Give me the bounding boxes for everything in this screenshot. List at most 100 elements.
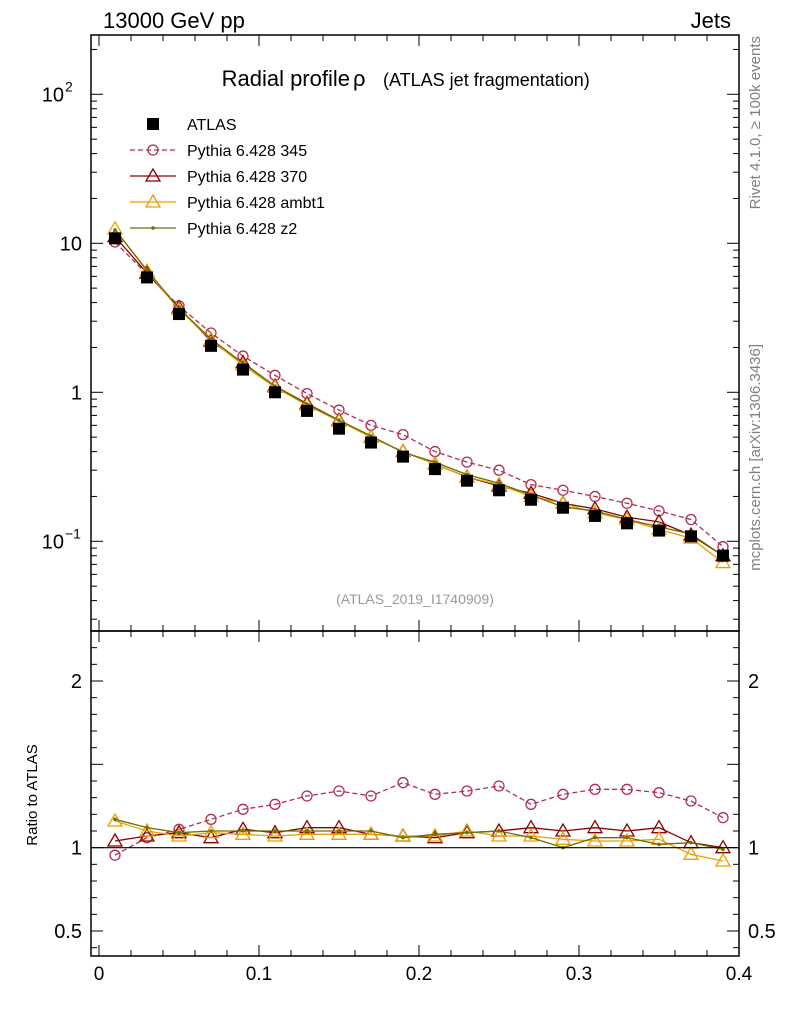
legend-label-pythia-6-428-z2: Pythia 6.428 z2 xyxy=(187,221,297,238)
ratio-point-pythia-6-428-345 xyxy=(653,787,665,799)
y-tick-label: 10 xyxy=(42,84,64,106)
chart-subtitle: (ATLAS jet fragmentation) xyxy=(383,70,590,90)
ratio-y-tick-label: 0.5 xyxy=(54,921,82,943)
ratio-point-pythia-6-428-345 xyxy=(205,813,217,825)
ratio-point-pythia-6-428-z2 xyxy=(145,825,149,830)
ratio-point-pythia-6-428-ambt1 xyxy=(266,827,284,842)
analysis-watermark: (ATLAS_2019_I1740909) xyxy=(336,591,494,607)
ratio-point-pythia-6-428-ambt1 xyxy=(234,826,252,840)
ratio-plot-marks xyxy=(106,777,732,867)
ratio-point-pythia-6-428-345 xyxy=(301,790,313,802)
ratio-point-pythia-6-428-345 xyxy=(269,798,281,810)
ratio-line-pythia-6-428-370 xyxy=(114,827,724,849)
data-point-atlas xyxy=(429,463,441,476)
legend-marker-atlas xyxy=(147,118,159,130)
ratio-y-axis-label: Ratio to ATLAS xyxy=(24,744,41,845)
data-point-pythia-6-428-345 xyxy=(493,464,505,476)
data-point-atlas xyxy=(269,386,281,399)
ratio-point-pythia-6-428-370 xyxy=(650,819,668,834)
data-point-pythia-6-428-z2 xyxy=(497,481,501,486)
ratio-point-pythia-6-428-ambt1 xyxy=(458,822,476,837)
ratio-point-pythia-6-428-370 xyxy=(586,819,604,834)
ratio-point-pythia-6-428-345 xyxy=(461,785,473,797)
data-point-pythia-6-428-345 xyxy=(365,419,377,431)
ratio-point-pythia-6-428-ambt1 xyxy=(682,846,700,860)
ratio-point-pythia-6-428-345 xyxy=(589,783,601,795)
ratio-y-tick-label-right: 2 xyxy=(748,671,759,693)
ratio-point-pythia-6-428-z2 xyxy=(401,835,405,840)
ratio-point-pythia-6-428-ambt1 xyxy=(714,852,732,867)
header-right: Jets xyxy=(691,8,731,33)
ratio-point-pythia-6-428-z2 xyxy=(369,829,373,833)
ratio-line-pythia-6-428-z2 xyxy=(114,818,724,850)
ratio-point-pythia-6-428-345 xyxy=(685,795,697,807)
chart-title: Radial profile xyxy=(222,66,350,91)
x-tick-label: 0.4 xyxy=(726,964,753,985)
data-point-atlas xyxy=(109,232,121,245)
series-line-pythia-6-428-345 xyxy=(114,241,724,548)
ratio-point-pythia-6-428-ambt1 xyxy=(298,826,316,840)
ratio-point-pythia-6-428-370 xyxy=(426,829,444,844)
mcplots-credit-label: mcplots.cern.ch [arXiv:1306.3436] xyxy=(747,344,764,571)
y-tick-label: 10 xyxy=(42,531,64,553)
ratio-point-pythia-6-428-z2 xyxy=(721,847,725,852)
ratio-point-pythia-6-428-ambt1 xyxy=(362,826,380,840)
ratio-point-pythia-6-428-ambt1 xyxy=(490,827,508,842)
data-point-pythia-6-428-345 xyxy=(237,350,249,362)
data-point-atlas xyxy=(493,484,505,497)
ratio-point-pythia-6-428-345 xyxy=(557,788,569,800)
legend-marker-pythia-6-428-345 xyxy=(147,144,159,156)
header-left: 13000 GeV pp xyxy=(103,8,245,33)
legend-label-pythia-6-428-345: Pythia 6.428 345 xyxy=(187,143,307,160)
chart-title-symbol: ρ xyxy=(353,66,366,91)
ratio-point-pythia-6-428-z2 xyxy=(305,829,309,833)
ratio-point-pythia-6-428-ambt1 xyxy=(170,827,188,842)
data-point-atlas xyxy=(365,436,377,449)
ratio-point-pythia-6-428-345 xyxy=(109,849,121,861)
data-point-pythia-6-428-345 xyxy=(621,497,633,509)
data-point-pythia-6-428-345 xyxy=(397,428,409,441)
ratio-point-pythia-6-428-345 xyxy=(621,783,633,795)
legend-marker-pythia-6-428-370 xyxy=(144,167,162,182)
ratio-point-pythia-6-428-z2 xyxy=(177,830,181,835)
ratio-point-pythia-6-428-345 xyxy=(365,790,377,802)
main-plot-marks xyxy=(106,220,732,569)
y-tick-exponent: 2 xyxy=(65,78,73,94)
ratio-point-pythia-6-428-z2 xyxy=(657,842,661,847)
series-line-pythia-6-428-z2 xyxy=(114,229,724,557)
ratio-point-pythia-6-428-z2 xyxy=(113,817,117,822)
ratio-point-pythia-6-428-345 xyxy=(717,812,729,824)
data-point-atlas xyxy=(237,363,249,376)
ratio-plot-frame xyxy=(90,630,740,957)
series-line-pythia-6-428-370 xyxy=(114,236,724,557)
data-point-pythia-6-428-z2 xyxy=(145,268,149,272)
ratio-point-pythia-6-428-z2 xyxy=(625,835,629,840)
ratio-point-pythia-6-428-ambt1 xyxy=(586,832,604,847)
ratio-point-pythia-6-428-ambt1 xyxy=(522,827,540,842)
ratio-point-pythia-6-428-z2 xyxy=(433,832,437,837)
data-point-atlas xyxy=(333,422,345,435)
data-point-atlas xyxy=(397,450,409,463)
ratio-point-pythia-6-428-370 xyxy=(554,822,572,837)
ratio-point-pythia-6-428-z2 xyxy=(209,829,213,833)
ratio-point-pythia-6-428-z2 xyxy=(689,840,693,845)
data-point-pythia-6-428-345 xyxy=(685,513,697,526)
ratio-point-pythia-6-428-345 xyxy=(333,785,345,797)
ratio-point-pythia-6-428-ambt1 xyxy=(330,826,348,840)
data-point-atlas xyxy=(301,404,313,417)
legend-label-pythia-6-428-ambt1: Pythia 6.428 ambt1 xyxy=(187,195,325,212)
ratio-point-pythia-6-428-370 xyxy=(106,832,124,847)
ratio-point-pythia-6-428-z2 xyxy=(273,829,277,833)
x-tick-label: 0.1 xyxy=(246,964,272,985)
ratio-point-pythia-6-428-z2 xyxy=(529,835,533,840)
ratio-y-tick-label: 2 xyxy=(71,671,82,693)
data-point-atlas xyxy=(621,517,633,530)
x-tick-label: 0 xyxy=(94,964,105,985)
ratio-point-pythia-6-428-ambt1 xyxy=(138,822,156,837)
ratio-point-pythia-6-428-370 xyxy=(714,839,732,854)
data-point-atlas xyxy=(685,530,697,543)
y-tick-exponent: −1 xyxy=(65,525,81,541)
ratio-point-pythia-6-428-z2 xyxy=(497,829,501,833)
